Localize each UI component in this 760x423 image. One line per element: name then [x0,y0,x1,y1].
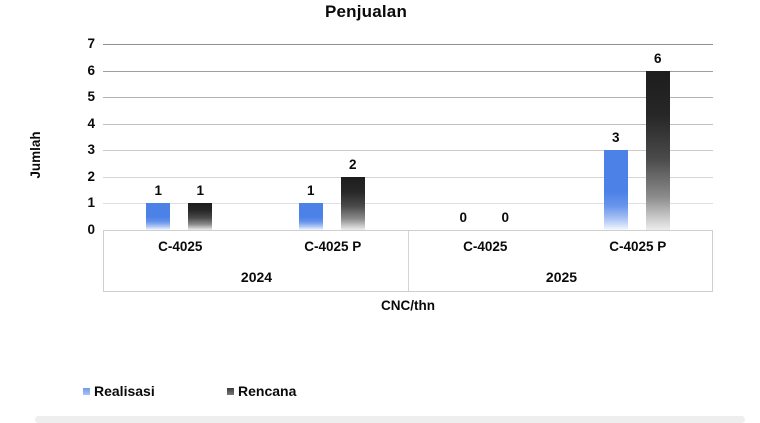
bar-value-label-rencana-2: 0 [501,210,509,225]
gridline-4 [103,123,713,125]
bar-rencana-1 [340,176,365,230]
legend-swatch-realisasi [83,387,90,395]
legend-item-rencana: Rencana [227,381,296,401]
category-axis-box: C-4025 C-4025 P C-4025 C-4025 P 2024 2025 [103,230,713,292]
legend: Realisasi Rencana [0,381,760,403]
bar-value-label-realisasi-2: 0 [459,210,467,225]
y-tick-0: 0 [87,222,95,237]
year-divider-line [408,231,409,291]
gridline-3 [103,150,713,152]
bar-value-label-realisasi-0: 1 [154,183,162,199]
y-tick-2: 2 [87,168,95,184]
bar-value-label-rencana-3: 6 [653,50,662,66]
category-label-0: C-4025 [158,239,203,254]
y-tick-1: 1 [87,195,95,211]
y-tick-5: 5 [87,89,95,105]
category-label-1: C-4025 P [304,239,362,254]
bar-rencana-0 [188,203,213,230]
category-label-2: C-4025 [463,239,508,254]
bar-realisasi-3 [603,150,628,230]
y-axis-title: Jumlah [28,131,43,179]
gridline-6 [103,70,713,72]
legend-item-realisasi: Realisasi [83,381,155,401]
bar-realisasi-0 [146,203,171,230]
legend-label-rencana: Rencana [238,383,297,399]
year-label-2025: 2025 [545,269,578,285]
x-axis-title: CNC/thn [381,298,435,313]
gridline-1 [103,203,713,205]
bar-value-label-rencana-0: 1 [196,183,204,199]
gridline-7 [103,44,713,45]
bar-value-label-rencana-1: 2 [348,156,357,172]
bar-value-label-realisasi-3: 3 [611,130,620,146]
gridline-5 [103,97,713,99]
bar-value-label-realisasi-1: 1 [306,183,315,199]
horizontal-scrollbar[interactable] [35,416,745,423]
y-tick-4: 4 [87,115,95,131]
gridline-2 [103,176,713,178]
legend-label-realisasi: Realisasi [94,383,155,399]
bar-realisasi-1 [298,203,323,230]
year-label-2024: 2024 [240,269,273,285]
y-tick-7: 7 [87,36,95,51]
category-label-3: C-4025 P [609,239,667,254]
plot-area: 1 1 0 3 1 2 0 6 [103,44,713,230]
chart-title: Penjualan [324,2,408,21]
bar-rencana-3 [645,70,670,230]
y-tick-3: 3 [87,142,95,158]
y-tick-6: 6 [87,62,95,78]
legend-swatch-rencana [227,387,234,395]
